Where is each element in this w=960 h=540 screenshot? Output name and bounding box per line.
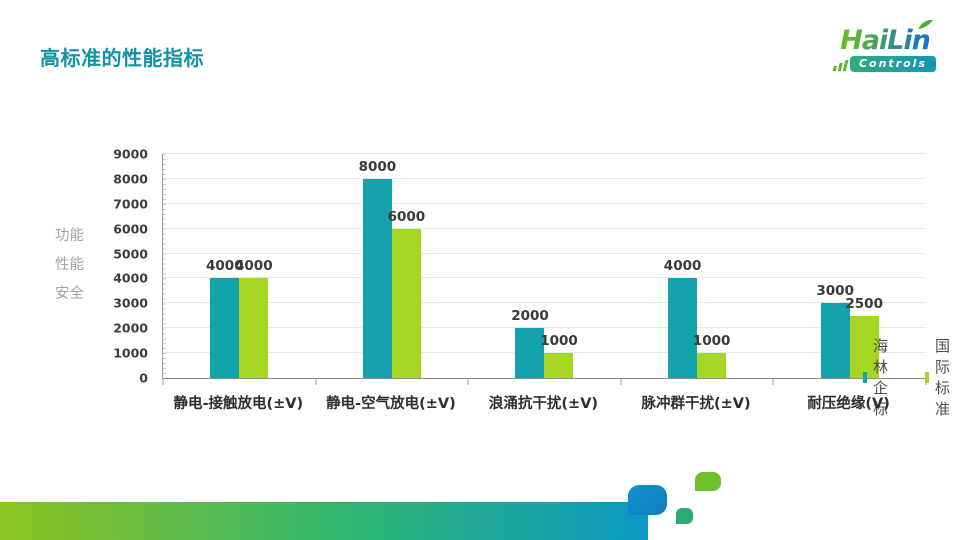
bar: [210, 278, 240, 378]
slide-title: 高标准的性能指标: [40, 46, 204, 70]
bar-value-label: 2000: [511, 308, 549, 325]
bar: [391, 228, 421, 378]
bar: [820, 303, 850, 378]
x-ticks: [162, 378, 927, 385]
y-axis-title: 功能 性能 安全: [55, 222, 84, 309]
controls-badge: Controls: [849, 56, 936, 72]
bar: [544, 353, 574, 378]
y-tick-label: 8000: [113, 171, 148, 187]
plot-area: 4000 4000 8000 6000 2000 1000 4000 1000 3000 2500…: [162, 153, 950, 418]
y-axis-labels: 9000 8000 7000 6000 5000 4000 3000 2000 1000 0: [84, 147, 148, 386]
y-axis-minor-ticks: [163, 154, 166, 378]
legend: 海林企标 国际标准: [863, 335, 957, 419]
category-label: 浪涌抗干扰(±V): [488, 396, 599, 412]
y-tick-label: 4000: [113, 270, 148, 286]
category-label: 脉冲群干扰(±V): [641, 396, 751, 412]
legend-label: 国际标准: [935, 337, 951, 418]
bar-column: 2500: [845, 154, 883, 378]
bar-column: 2000: [511, 154, 549, 378]
y-tick-label: 7000: [113, 196, 148, 212]
bar-value-label: 4000: [206, 258, 244, 275]
bar-column: 1000: [540, 154, 578, 378]
hailin-logo: HaiLin Controls: [832, 19, 936, 72]
bar: [849, 315, 879, 378]
deco-leaf-square: [695, 472, 721, 491]
gridline: [163, 277, 926, 279]
y-tick-label: 0: [139, 370, 148, 386]
legend-item: 国际标准: [925, 335, 957, 419]
x-axis-tick: [162, 378, 164, 385]
bar: [668, 278, 698, 378]
bar-value-label: 8000: [358, 158, 397, 175]
bar-group: 4000 4000: [163, 154, 316, 378]
bar-column: 4000: [664, 154, 701, 378]
bar: [362, 178, 392, 378]
category-label: 静电-空气放电(±V): [326, 396, 456, 412]
bar-groups: 4000 4000 8000 6000 2000 1000 4000 1000 3000 2500: [163, 154, 926, 378]
bar-column: 1000: [693, 154, 730, 378]
bar-group: 8000 6000: [316, 154, 469, 378]
leaf-icon: [917, 19, 933, 29]
bar-group: 3000 2500: [773, 154, 926, 378]
y-tick-label: 3000: [113, 295, 148, 311]
gridline: [163, 202, 926, 204]
y-tick-label: 5000: [113, 246, 148, 262]
category-label: 耐压绝缘(V): [807, 396, 890, 412]
x-axis-tick: [620, 378, 622, 385]
x-axis-tick: [315, 378, 317, 385]
gridline: [163, 252, 926, 254]
bar-value-label: 1000: [692, 333, 731, 350]
x-axis-tick: [772, 378, 774, 385]
bar-value-label: 3000: [816, 283, 854, 300]
gridline: [163, 227, 926, 229]
y-tick-label: 1000: [113, 345, 148, 361]
deco-green-square: [676, 508, 693, 524]
bar: [515, 328, 545, 378]
deco-blue-square: [628, 485, 667, 515]
gridline: [163, 177, 926, 179]
y-axis-title-line: 功能: [55, 228, 84, 244]
signal-bars-icon: [832, 60, 849, 72]
bar: [239, 278, 269, 378]
logo-wordmark: HaiLin: [840, 19, 933, 56]
bar-column: 3000: [816, 154, 854, 378]
bar-value-label: 4000: [235, 258, 273, 275]
gridline: [163, 302, 926, 304]
bar-value-label: 6000: [387, 208, 426, 225]
y-tick-label: 9000: [113, 146, 148, 162]
y-tick-label: 2000: [113, 320, 148, 336]
gridline: [163, 153, 926, 154]
bar-column: 6000: [388, 154, 425, 378]
bar-column: 4000: [206, 154, 244, 378]
y-tick-label: 6000: [113, 221, 148, 237]
x-axis-tick: [467, 378, 469, 385]
logo-subline: Controls: [832, 56, 936, 72]
y-axis-title-line: 安全: [55, 286, 84, 302]
logo-text: HaiLin: [840, 25, 931, 56]
bar-column: 8000: [359, 154, 396, 378]
gridline: [163, 327, 926, 329]
bar-value-label: 2500: [845, 295, 883, 312]
x-axis-labels: 静电-接触放电(±V) 静电-空气放电(±V) 浪涌抗干扰(±V) 脉冲群干扰(±V)…: [162, 392, 925, 413]
legend-swatch: [863, 371, 868, 383]
bar-value-label: 1000: [540, 333, 578, 350]
category-label: 静电-接触放电(±V): [173, 396, 304, 412]
bar: [697, 353, 727, 378]
bar-value-label: 4000: [663, 258, 702, 275]
legend-label: 海林企标: [873, 337, 889, 418]
bar-column: 4000: [235, 154, 273, 378]
gridline: [163, 352, 926, 354]
legend-swatch: [925, 371, 930, 383]
bottom-gradient-bar: [0, 502, 648, 540]
bar-group: 2000 1000: [468, 154, 621, 378]
y-axis-title-line: 性能: [55, 257, 84, 273]
bar-group: 4000 1000: [621, 154, 774, 378]
legend-item: 海林企标: [863, 335, 895, 419]
